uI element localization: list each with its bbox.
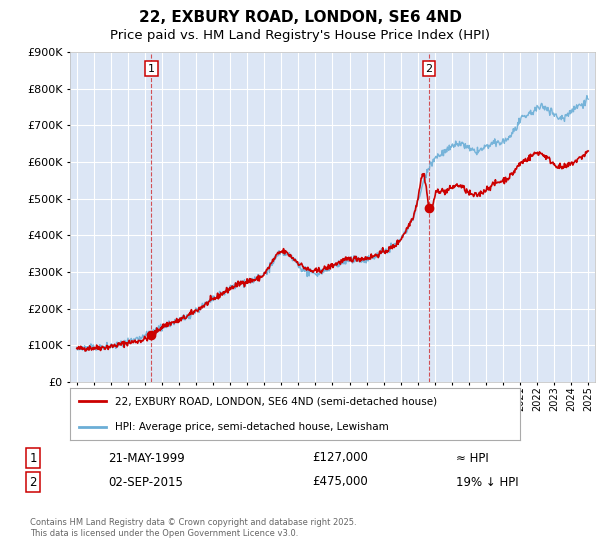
Text: Price paid vs. HM Land Registry's House Price Index (HPI): Price paid vs. HM Land Registry's House … xyxy=(110,30,490,43)
Text: 22, EXBURY ROAD, LONDON, SE6 4ND (semi-detached house): 22, EXBURY ROAD, LONDON, SE6 4ND (semi-d… xyxy=(115,396,437,406)
Text: 02-SEP-2015: 02-SEP-2015 xyxy=(108,475,183,488)
Text: £127,000: £127,000 xyxy=(312,451,368,464)
Text: 1: 1 xyxy=(148,63,155,73)
Text: 22, EXBURY ROAD, LONDON, SE6 4ND: 22, EXBURY ROAD, LONDON, SE6 4ND xyxy=(139,11,461,26)
Text: 19% ↓ HPI: 19% ↓ HPI xyxy=(456,475,518,488)
Text: 2: 2 xyxy=(425,63,433,73)
Text: ≈ HPI: ≈ HPI xyxy=(456,451,489,464)
Text: 2: 2 xyxy=(29,475,37,488)
Text: HPI: Average price, semi-detached house, Lewisham: HPI: Average price, semi-detached house,… xyxy=(115,422,389,432)
Text: £475,000: £475,000 xyxy=(312,475,368,488)
Text: 21-MAY-1999: 21-MAY-1999 xyxy=(108,451,185,464)
Text: Contains HM Land Registry data © Crown copyright and database right 2025.
This d: Contains HM Land Registry data © Crown c… xyxy=(30,519,356,538)
Text: 1: 1 xyxy=(29,451,37,464)
